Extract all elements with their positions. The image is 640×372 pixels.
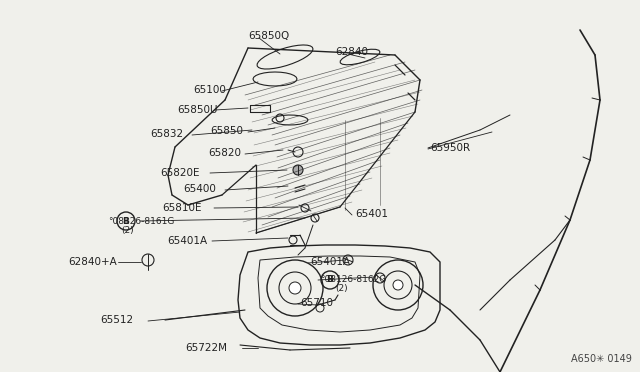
Text: 65810E: 65810E [162,203,202,213]
Text: (2): (2) [121,227,134,235]
Circle shape [393,280,403,290]
Text: 62840+A: 62840+A [68,257,116,267]
Text: (2): (2) [335,285,348,294]
Text: 65850U: 65850U [177,105,218,115]
Text: 65512: 65512 [100,315,133,325]
Text: °08126-8162G: °08126-8162G [320,275,387,283]
Text: 62840: 62840 [335,47,368,57]
Text: 65850: 65850 [210,126,243,136]
Text: 65850Q: 65850Q [248,31,289,41]
Text: 65400: 65400 [183,184,216,194]
Text: A650✳ 0149: A650✳ 0149 [571,354,632,364]
Text: °08126-8161G: °08126-8161G [108,217,174,225]
Text: 65710: 65710 [300,298,333,308]
Circle shape [293,165,303,175]
Text: 65820E: 65820E [160,168,200,178]
Circle shape [289,282,301,294]
Text: 65820: 65820 [208,148,241,158]
Text: B: B [326,276,333,285]
Text: 65100: 65100 [193,85,226,95]
Text: 65832: 65832 [150,129,183,139]
Text: 65950R: 65950R [430,143,470,153]
Text: 65401: 65401 [355,209,388,219]
Text: 65722M: 65722M [185,343,227,353]
Text: 65401A: 65401A [167,236,207,246]
Text: B: B [123,217,129,225]
Text: 65401A: 65401A [310,257,350,267]
